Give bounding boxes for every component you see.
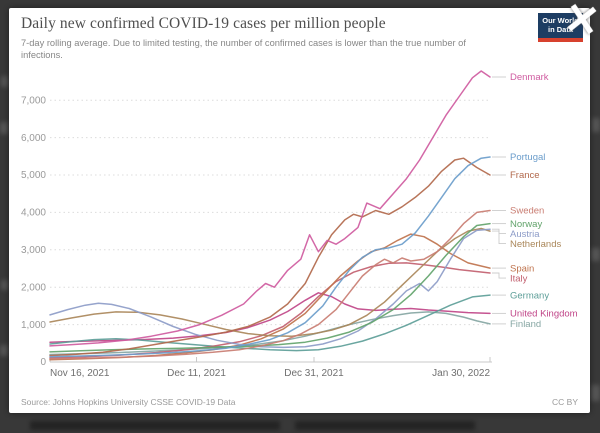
x-tick-label: Nov 16, 2021 — [50, 368, 110, 379]
x-tick-label: Dec 11, 2021 — [167, 368, 226, 379]
y-tick-label: 5,000 — [21, 170, 46, 181]
background-page-blur — [0, 345, 8, 356]
line-denmark[interactable] — [49, 70, 491, 347]
y-tick-label: 0 — [40, 357, 46, 368]
legend-connector — [492, 230, 506, 245]
chart-title: Daily new confirmed COVID-19 cases per m… — [21, 15, 386, 32]
legend-label-united-kingdom[interactable]: United Kingdom — [510, 309, 578, 320]
chart-modal: Daily new confirmed COVID-19 cases per m… — [9, 8, 590, 413]
line-united-kingdom[interactable] — [49, 292, 491, 343]
legend-label-spain[interactable]: Spain — [510, 263, 534, 274]
legend-label-germany[interactable]: Germany — [510, 290, 549, 301]
background-page-blur — [1, 280, 8, 290]
background-page-blur — [30, 421, 280, 430]
close-icon — [567, 3, 597, 35]
line-germany[interactable] — [49, 294, 491, 352]
background-page-blur — [591, 248, 600, 261]
line-austria[interactable] — [49, 228, 491, 349]
source-text: Source: Johns Hopkins University CSSE CO… — [21, 397, 236, 407]
license-link[interactable]: CC BY — [552, 397, 578, 407]
legend-label-denmark[interactable]: Denmark — [510, 72, 549, 83]
y-tick-label: 6,000 — [21, 133, 46, 144]
legend-label-finland[interactable]: Finland — [510, 319, 541, 330]
line-portugal[interactable] — [49, 156, 491, 358]
legend-label-sweden[interactable]: Sweden — [510, 206, 544, 217]
background-page-blur — [591, 385, 600, 401]
legend-label-austria[interactable]: Austria — [510, 229, 540, 240]
background-page-blur — [1, 76, 8, 87]
background-page-blur — [592, 118, 600, 132]
background-page-blur — [295, 421, 475, 430]
y-tick-label: 7,000 — [21, 95, 46, 106]
y-tick-label: 2,000 — [21, 282, 46, 293]
legend-label-italy[interactable]: Italy — [510, 273, 528, 284]
line-chart: 0 1,000 2,000 3,000 4,000 5,000 6,000 7,000 Nov … — [21, 70, 578, 379]
legend-label-portugal[interactable]: Portugal — [510, 152, 545, 163]
chart-subtitle: 7-day rolling average. Due to limited te… — [21, 38, 466, 61]
legend-connector — [492, 272, 506, 279]
y-tick-label: 1,000 — [21, 320, 46, 331]
legend-label-netherlands[interactable]: Netherlands — [510, 239, 561, 250]
close-button[interactable] — [561, 0, 600, 41]
x-tick-label: Dec 31, 2021 — [284, 368, 344, 379]
line-sweden[interactable] — [49, 209, 491, 360]
line-norway[interactable] — [49, 222, 491, 353]
owid-logo[interactable]: Our World in Data — [538, 13, 583, 42]
line-spain[interactable] — [49, 233, 491, 361]
line-italy[interactable] — [49, 262, 491, 359]
background-page-blur — [0, 122, 8, 134]
y-tick-label: 4,000 — [21, 208, 46, 219]
y-tick-label: 3,000 — [21, 245, 46, 256]
line-finland[interactable] — [49, 311, 491, 356]
owid-logo-line2: in Data — [547, 25, 573, 35]
line-france[interactable] — [49, 157, 491, 357]
legend-label-norway[interactable]: Norway — [510, 219, 542, 230]
legend-label-france[interactable]: France — [510, 170, 540, 181]
x-tick-label: Jan 30, 2022 — [432, 368, 490, 379]
owid-logo-line1: Our World — [542, 16, 579, 25]
